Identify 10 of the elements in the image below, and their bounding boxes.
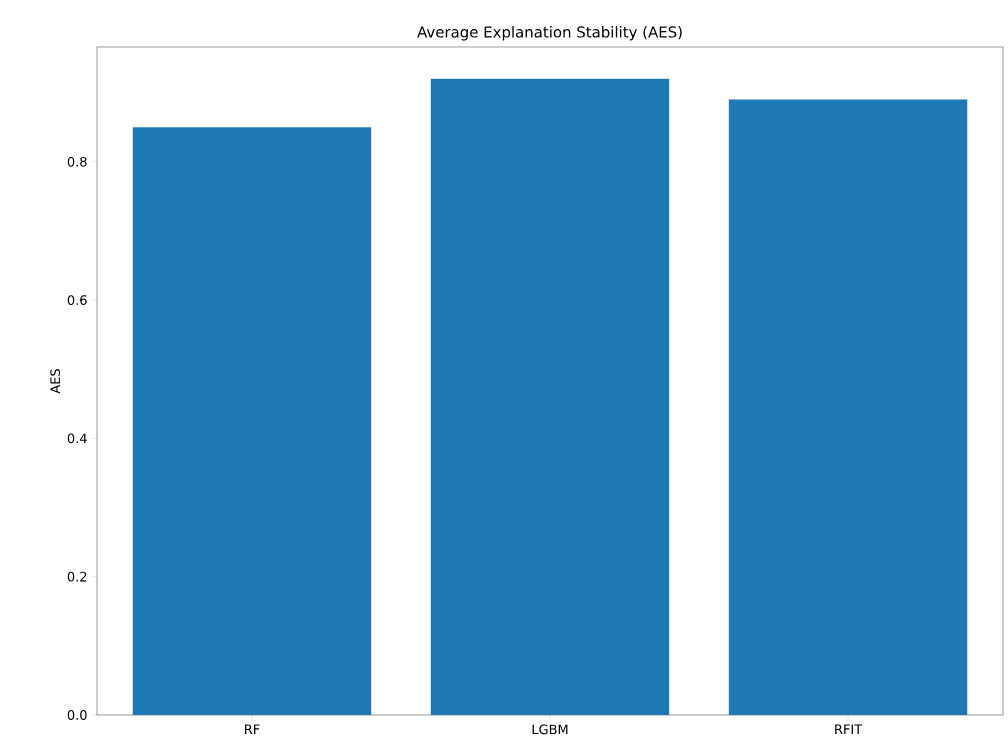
y-tick-label: 0.0 — [67, 710, 87, 720]
x-tick-label: LGBM — [532, 724, 568, 735]
x-tick-label: RF — [245, 724, 260, 734]
y-tick-label: 0.6 — [67, 295, 87, 305]
y-tick-label: 0.4 — [67, 433, 87, 444]
chart-title: Average Explanation Stability (AES) — [417, 26, 682, 41]
y-tick-label: 0.2 — [67, 571, 87, 582]
y-axis-title: AES — [50, 369, 61, 394]
y-tick-label: 0.8 — [67, 156, 87, 167]
x-tick-label: RFIT — [835, 724, 863, 734]
